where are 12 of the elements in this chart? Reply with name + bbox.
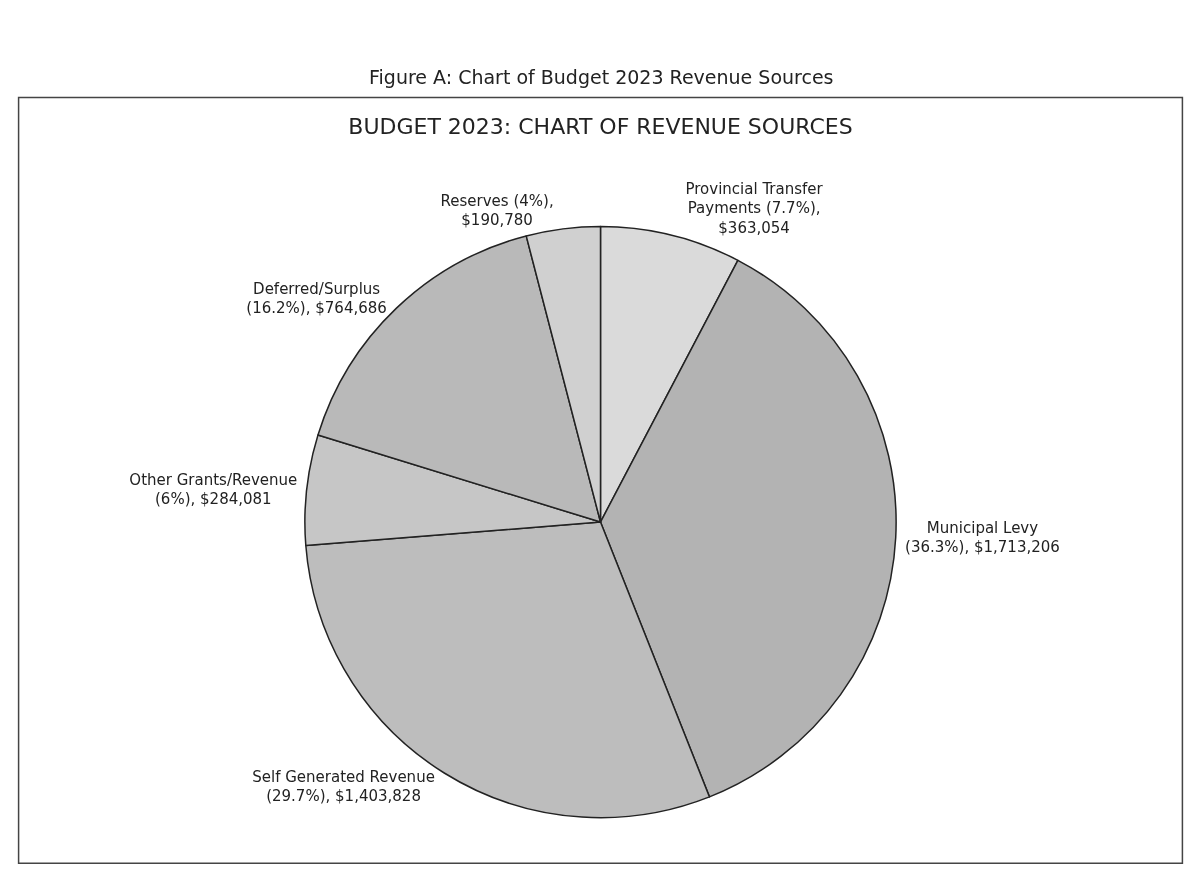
data-label: (36.3%), $1,713,206 [905,538,1060,557]
slice-label: Provincial Transfer Payments (7.7%), $363,054 [685,179,824,237]
data-label: (6%), $284,081 [155,490,272,509]
slice-label: Deferred/Surplus [253,279,381,298]
chart-title: BUDGET 2023: CHART OF REVENUE SOURCES [348,113,853,139]
slice-label: Self Generated Revenue [252,767,435,786]
slice-label: Municipal Levy [926,519,1039,537]
data-label: (29.7%), $1,403,828 [266,787,421,806]
slice-label: Reserves (4%), $190,780 [440,191,554,230]
data-label: (16.2%), $764,686 [246,299,387,318]
text: Figure A: Chart of Budget 2023 Revenue Sources [369,66,834,88]
slice-label: Other Grants/Revenue [129,470,298,489]
